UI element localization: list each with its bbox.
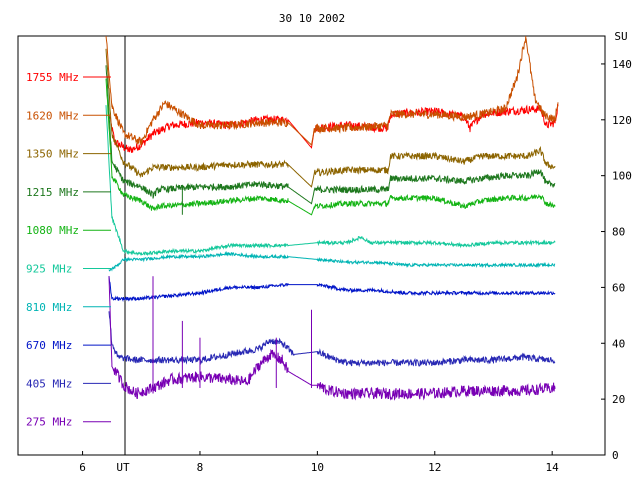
series-line bbox=[108, 276, 556, 401]
y-tick-label: 140 bbox=[612, 58, 632, 71]
x-tick-label: 6 bbox=[79, 461, 86, 474]
chart-title: 30 10 2002 bbox=[279, 12, 345, 25]
y-tick-label: 0 bbox=[612, 449, 619, 462]
legend-label: 925 MHz bbox=[26, 263, 72, 276]
legend-label: 1620 MHz bbox=[26, 109, 79, 122]
y-axis-ticks: 0 20 40 60 80 100 120 140 bbox=[601, 58, 632, 462]
legend-label: 1080 MHz bbox=[26, 224, 79, 237]
y-tick-label: 100 bbox=[612, 170, 632, 183]
legend-label: 1755 MHz bbox=[26, 71, 79, 84]
series-line bbox=[105, 35, 559, 146]
y-tick-label: 60 bbox=[612, 281, 625, 294]
legend-label: 670 MHz bbox=[26, 339, 72, 352]
x-tick-label: 10 bbox=[311, 461, 324, 474]
series-line bbox=[105, 65, 556, 205]
series-line bbox=[105, 78, 556, 216]
legend-label: 275 MHz bbox=[26, 416, 72, 429]
y-tick-label: 80 bbox=[612, 226, 625, 239]
plot-frame bbox=[17, 35, 606, 456]
x-axis-label: UT bbox=[116, 461, 130, 474]
x-tick-label: 14 bbox=[546, 461, 560, 474]
legend-label: 405 MHz bbox=[26, 377, 72, 390]
series-line bbox=[108, 276, 556, 303]
x-tick-label: 12 bbox=[428, 461, 441, 474]
y-tick-label: 40 bbox=[612, 337, 625, 350]
series-line bbox=[108, 311, 556, 368]
x-tick-label: 8 bbox=[197, 461, 204, 474]
x-axis-ticks: 6 8 10 12 14 bbox=[79, 451, 559, 474]
legend-label: 1215 MHz bbox=[26, 186, 79, 199]
legend: 1755 MHz 1620 MHz 1350 MHz 1215 MHz 1080 MHz… bbox=[26, 71, 111, 429]
series-line bbox=[105, 48, 556, 188]
series-line bbox=[108, 250, 556, 272]
legend-label: 1350 MHz bbox=[26, 148, 79, 161]
series-lines bbox=[105, 35, 559, 401]
legend-label: 810 MHz bbox=[26, 301, 72, 314]
y-tick-label: 120 bbox=[612, 114, 632, 127]
series-line bbox=[105, 105, 556, 257]
y-axis-label: SU bbox=[614, 30, 627, 43]
y-tick-label: 20 bbox=[612, 393, 625, 406]
